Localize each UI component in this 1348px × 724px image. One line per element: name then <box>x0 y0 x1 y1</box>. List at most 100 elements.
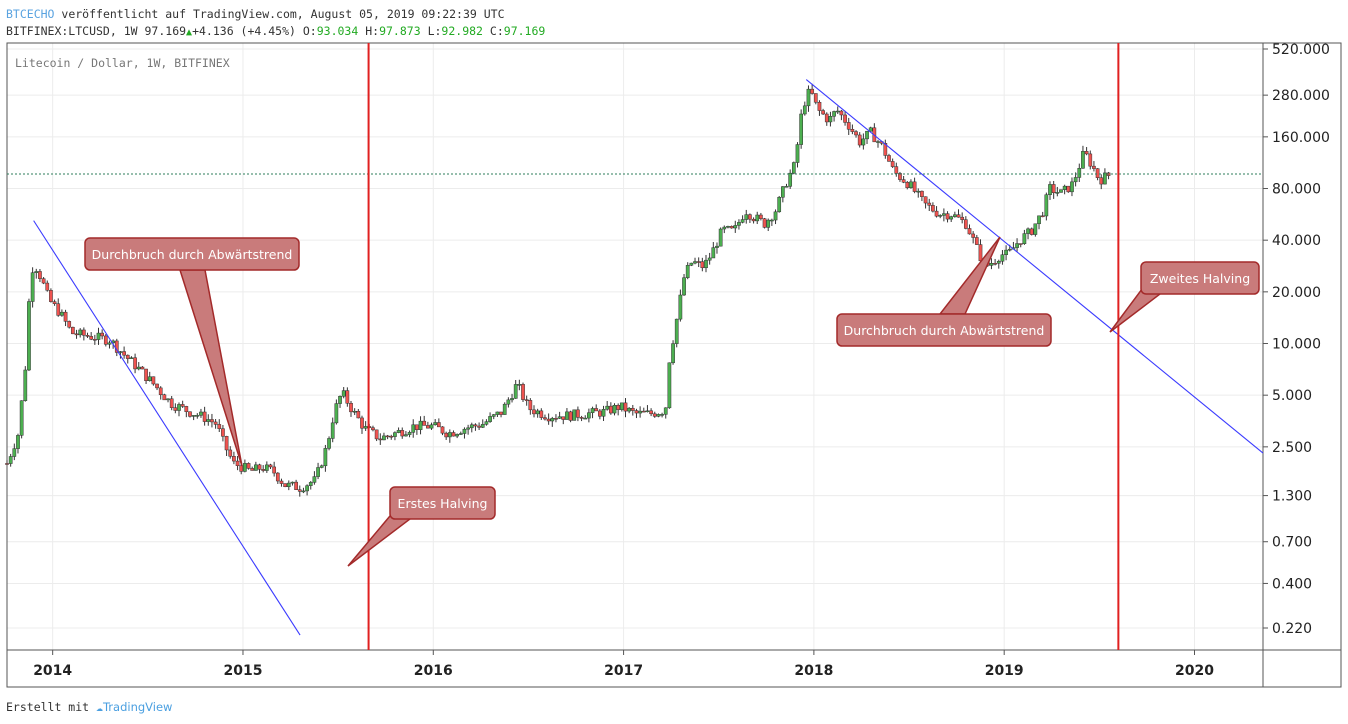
candle-body <box>667 362 672 409</box>
candle-body <box>974 237 979 245</box>
candle-body <box>447 432 452 438</box>
footer: Erstellt mit ☁TradingView <box>6 700 172 714</box>
publisher-name[interactable]: BTCECHO <box>6 7 55 21</box>
candle-body <box>795 144 800 163</box>
candle-body <box>550 418 555 422</box>
time-axis[interactable]: 2014 2015 2016 2017 2018 2019 2020 <box>33 650 1214 679</box>
candle-body <box>38 271 42 279</box>
candle-body <box>561 416 566 420</box>
candle-body <box>1007 248 1012 251</box>
candle-body <box>572 409 577 421</box>
candle-body <box>909 181 913 188</box>
tradingview-brand[interactable]: TradingView <box>102 700 173 714</box>
candle-body <box>1066 185 1071 193</box>
trendline <box>805 79 1264 454</box>
candle-body <box>268 464 273 468</box>
candle-body <box>488 416 492 422</box>
candle-body <box>228 449 233 457</box>
chart-frame <box>6 42 1342 688</box>
candle-body <box>1095 168 1100 178</box>
candle-body <box>1070 181 1074 193</box>
candle-body <box>1029 228 1034 235</box>
candle-body <box>396 430 401 433</box>
candle-body <box>254 464 258 471</box>
candle-body <box>349 403 353 413</box>
candle-body <box>334 403 339 424</box>
candle-body <box>1044 194 1049 217</box>
candle-body <box>63 311 68 322</box>
candle-body <box>656 414 661 417</box>
candle-body <box>246 463 251 469</box>
candle-body <box>700 261 705 269</box>
candle-body <box>1000 254 1005 262</box>
candle-body <box>60 311 64 316</box>
candle-body <box>923 196 928 204</box>
candle-body <box>960 216 965 220</box>
candle-body <box>184 406 189 412</box>
candle-body <box>934 210 939 217</box>
x-tick-label: 2016 <box>414 663 453 679</box>
candle-body <box>345 390 350 404</box>
candle-body <box>1037 215 1041 225</box>
candle-body <box>748 214 752 220</box>
candle-body <box>843 114 847 123</box>
candle-body <box>931 205 935 212</box>
candle-body <box>96 332 101 340</box>
candle-body <box>751 218 756 222</box>
candle-body <box>857 134 862 146</box>
candle-body <box>89 336 94 340</box>
candle-body <box>371 427 375 431</box>
callout: Durchbruch durch Abwärtstrend <box>84 237 300 467</box>
candle-body <box>568 411 573 421</box>
candle-body <box>286 482 291 488</box>
candle-body <box>594 408 599 412</box>
candle-body <box>762 218 767 228</box>
candle-body <box>627 407 631 412</box>
y-tick-label: 40.000 <box>1272 233 1321 249</box>
candle-body <box>535 410 540 415</box>
candle-body <box>426 425 430 429</box>
candle-body <box>641 410 646 413</box>
x-tick-label: 2019 <box>985 663 1024 679</box>
candle-body <box>883 143 888 156</box>
candle-body <box>1051 184 1056 194</box>
candle-body <box>630 407 635 411</box>
candle-body <box>210 419 214 423</box>
x-tick-label: 2014 <box>33 663 72 679</box>
candle-body <box>759 214 763 219</box>
candle-body <box>846 122 851 130</box>
candle-body <box>122 351 126 356</box>
candle-body <box>301 490 306 493</box>
candle-body <box>356 410 361 419</box>
published-text: veröffentlicht auf TradingView.com, Augu… <box>61 7 505 21</box>
candle-body <box>323 448 328 467</box>
candle-body <box>429 424 434 429</box>
candle-body <box>685 265 690 278</box>
candle-body <box>839 110 844 116</box>
candle-body <box>5 463 9 465</box>
candle-body <box>462 428 467 434</box>
candle-body <box>129 357 134 359</box>
candle-body <box>704 259 708 269</box>
y-tick-label: 2.500 <box>1272 440 1312 456</box>
candle-body <box>557 416 562 419</box>
candle-body <box>806 88 811 107</box>
candle-body <box>1018 243 1023 245</box>
candle-body <box>711 247 716 259</box>
candle-body <box>942 213 946 216</box>
candle-body <box>12 448 17 457</box>
x-tick-label: 2018 <box>794 663 833 679</box>
candle-body <box>766 219 771 228</box>
candle-body <box>67 321 72 328</box>
candle-body <box>16 435 20 449</box>
candle-body <box>71 326 75 335</box>
callout-text: Erstes Halving <box>398 496 488 511</box>
candle-body <box>19 400 24 436</box>
tradingview-icon: ☁ <box>96 700 103 714</box>
open-label: O: <box>302 24 317 38</box>
candle-body <box>378 438 383 441</box>
candle-body <box>1092 165 1096 169</box>
open-value: 93.034 <box>316 24 359 38</box>
price-axis[interactable]: 0.220 0.400 0.700 1.300 2.500 5.000 10.000 20.0… <box>1263 42 1330 637</box>
